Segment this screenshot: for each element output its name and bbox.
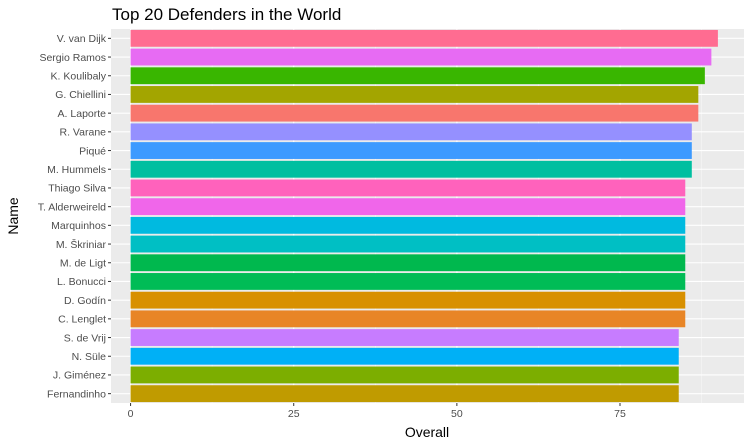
y-tick-label: M. Škriniar: [56, 238, 107, 251]
y-tick-label: D. Godín: [64, 295, 106, 307]
bar: [130, 86, 699, 103]
bar: [130, 216, 686, 234]
y-tick-label: M. de Ligt: [60, 257, 106, 269]
y-axis-title: Name: [5, 197, 21, 235]
bar: [130, 48, 712, 66]
y-tick-label: Fernandinho: [47, 388, 106, 400]
bar: [130, 347, 679, 365]
chart-title: Top 20 Defenders in the World: [112, 5, 341, 24]
bar: [130, 273, 686, 290]
bar: [130, 310, 686, 328]
bar: [130, 29, 718, 47]
x-tick-label: 0: [128, 408, 134, 420]
y-tick-label: V. van Dijk: [57, 33, 107, 45]
x-tick-label: 25: [288, 408, 300, 420]
y-tick-label: S. de Vrij: [64, 332, 106, 344]
bar: [130, 179, 686, 197]
plot-panel: [111, 29, 744, 403]
y-tick-label: N. Süle: [72, 351, 107, 363]
y-tick-label: Sergio Ramos: [39, 52, 106, 64]
y-tick-label: J. Giménez: [53, 370, 106, 382]
bar: [130, 385, 679, 403]
x-axis: 0 25 50 75: [128, 403, 626, 420]
y-tick-label: M. Hummels: [47, 164, 106, 176]
bars: [130, 29, 718, 403]
bar: [130, 142, 692, 159]
y-tick-label: A. Laporte: [58, 108, 107, 120]
x-tick-label: 50: [451, 408, 463, 420]
y-tick-label: R. Varane: [60, 127, 107, 139]
y-tick-label: Piqué: [79, 145, 106, 157]
y-tick-label: Marquinhos: [51, 220, 106, 232]
x-axis-title: Overall: [405, 424, 449, 440]
bar: [130, 254, 686, 272]
y-tick-label: C. Lenglet: [58, 314, 106, 326]
bar: [130, 67, 705, 85]
x-tick-label: 75: [614, 408, 626, 420]
y-tick-label: Thiago Silva: [48, 183, 106, 195]
y-tick-label: T. Alderweireld: [38, 201, 106, 213]
y-tick-label: K. Koulibaly: [51, 70, 107, 82]
bar: [130, 198, 686, 216]
y-axis: V. van Dijk Sergio Ramos K. Koulibaly G. Ch…: [38, 33, 111, 400]
y-tick-label: L. Bonucci: [57, 276, 106, 288]
bar: [130, 104, 699, 122]
bar: [130, 366, 679, 384]
bar: [130, 160, 692, 178]
bar: [130, 123, 692, 141]
y-tick-label: G. Chiellini: [55, 89, 106, 101]
bar: [130, 291, 686, 309]
bar: [130, 329, 679, 346]
bar: [130, 235, 686, 253]
